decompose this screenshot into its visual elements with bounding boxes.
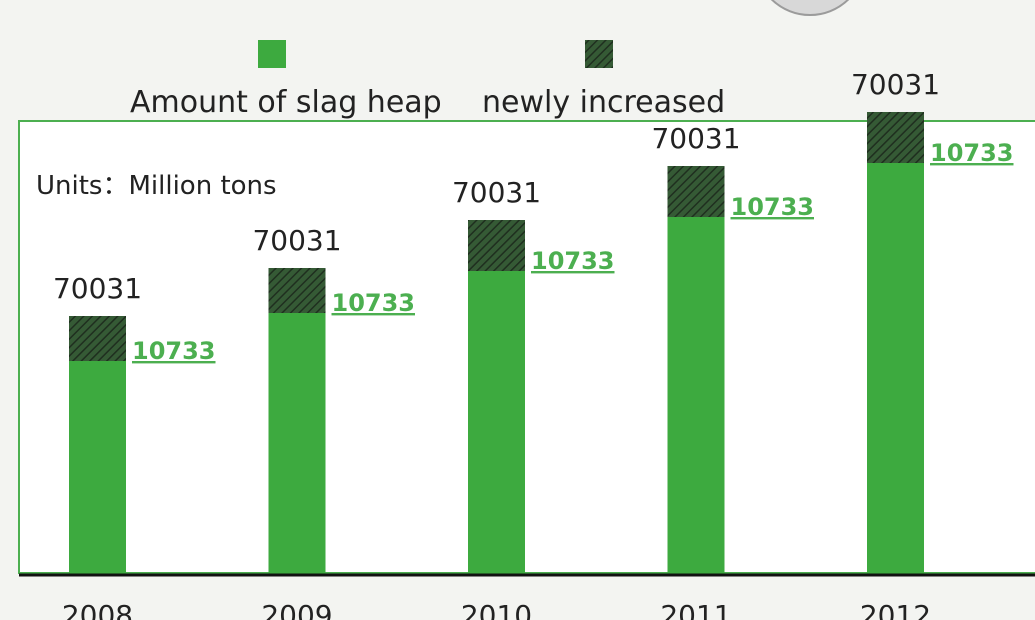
bar-newly-increased-2010: [468, 220, 525, 271]
total-label-2008: 70031: [53, 272, 142, 305]
total-label-2011: 70031: [651, 122, 740, 155]
bar-slag-heap-2011: [667, 217, 725, 574]
legend-swatch-newly-increased: [585, 40, 613, 68]
legend: Amount of slag heap newly increased: [130, 40, 725, 120]
bar-newly-increased-2009: [268, 268, 326, 313]
x-tick-2012: 2012: [860, 599, 931, 620]
total-label-2010: 70031: [452, 176, 541, 209]
bar-newly-increased-2008: [69, 316, 126, 361]
legend-label-slag-heap: Amount of slag heap: [130, 85, 442, 120]
x-tick-2010: 2010: [461, 599, 532, 620]
increase-label-2012: 10733: [930, 139, 1014, 167]
bar-slag-heap-2012: [867, 163, 924, 574]
bars-group: 70031 10733 70031 10733 70031 10733 70031 10733…: [53, 68, 1014, 574]
x-tick-2011: 2011: [660, 599, 731, 620]
units-label: Units：Million tons: [36, 171, 277, 201]
total-label-2009: 70031: [252, 224, 341, 257]
legend-swatch-slag-heap: [258, 40, 286, 68]
increase-label-2011: 10733: [731, 193, 815, 221]
decorative-circle: [770, 0, 850, 16]
x-tick-2008: 2008: [62, 599, 133, 620]
x-tick-labels: 2008 2009 2010 2011 2012: [62, 599, 931, 620]
bar-newly-increased-2011: [667, 166, 725, 217]
x-tick-2009: 2009: [261, 599, 332, 620]
bar-newly-increased-2012: [867, 112, 924, 163]
increase-label-2010: 10733: [531, 247, 615, 275]
bar-slag-heap-2010: [468, 271, 525, 574]
legend-label-newly-increased: newly increased: [482, 85, 725, 120]
plot-frame: [18, 120, 1035, 574]
bar-slag-heap-2009: [268, 313, 326, 574]
bar-slag-heap-2008: [69, 361, 126, 574]
increase-label-2009: 10733: [332, 289, 416, 317]
total-label-2012: 70031: [851, 68, 940, 101]
increase-label-2008: 10733: [132, 337, 216, 365]
